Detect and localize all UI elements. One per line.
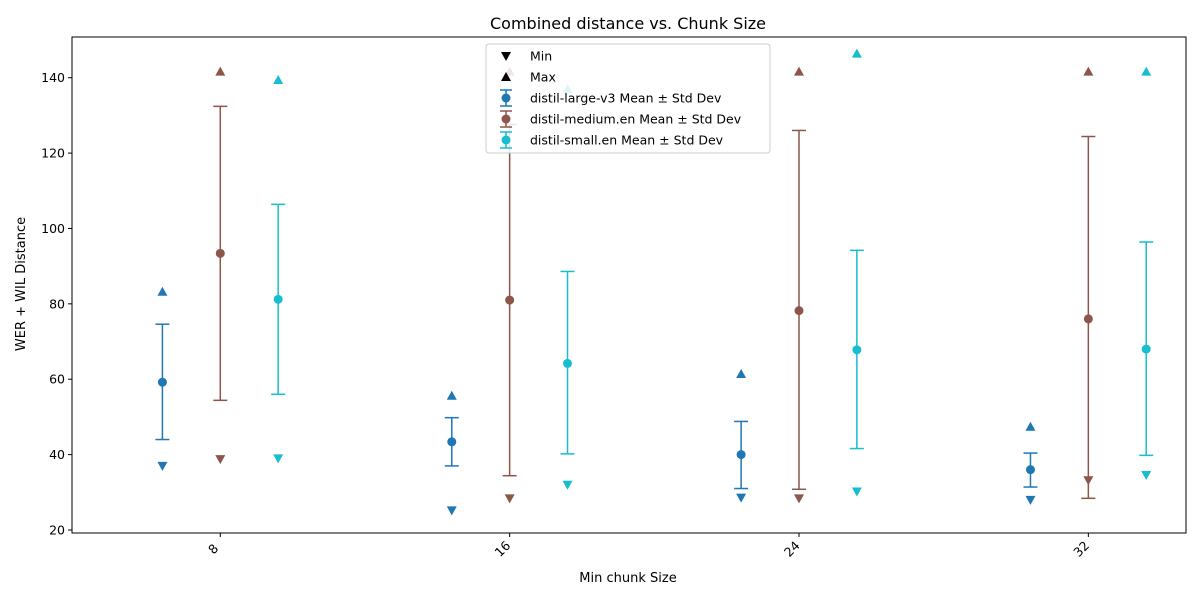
y-tick-label: 40 (49, 447, 65, 462)
legend-label: distil-medium.en Mean ± Std Dev (530, 112, 742, 127)
mean-point (1083, 314, 1093, 324)
mean-point (215, 248, 225, 258)
legend-mean-marker (501, 135, 511, 145)
mean-point (1141, 344, 1151, 354)
y-tick-label: 20 (49, 522, 65, 537)
min-marker (1141, 470, 1152, 480)
y-tick-label: 100 (41, 221, 65, 236)
max-marker (157, 286, 168, 296)
x-tick-label: 24 (781, 538, 803, 560)
x-tick-label: 16 (492, 538, 514, 560)
min-marker (273, 454, 284, 464)
mean-point (447, 437, 457, 447)
mean-point (157, 377, 167, 387)
min-marker (1025, 495, 1036, 505)
min-marker (157, 461, 168, 471)
min-marker (851, 487, 862, 497)
max-marker (446, 390, 457, 400)
legend-label: distil-small.en Mean ± Std Dev (530, 133, 724, 148)
max-marker (851, 48, 862, 58)
x-axis-label: Min chunk Size (579, 571, 676, 586)
mean-point (505, 295, 515, 305)
x-tick-label: 32 (1070, 538, 1092, 560)
max-marker (273, 74, 284, 84)
axes-frame (71, 36, 1187, 534)
y-tick-label: 60 (49, 372, 65, 387)
legend-mean-marker (501, 93, 511, 103)
max-marker (1025, 421, 1036, 431)
mean-point (794, 306, 804, 316)
max-marker (793, 66, 804, 76)
min-marker (736, 493, 747, 503)
legend-mean-marker (501, 114, 511, 124)
legend-label: Max (530, 70, 556, 85)
mean-point (1025, 465, 1035, 475)
min-marker (793, 494, 804, 504)
x-tick-label: 8 (205, 541, 221, 557)
mean-point (852, 345, 862, 355)
max-marker (736, 368, 747, 378)
min-marker (446, 506, 457, 516)
min-marker (215, 455, 226, 465)
mean-point (563, 358, 573, 368)
mean-point (273, 294, 283, 304)
y-tick-label: 80 (49, 296, 65, 311)
mean-point (736, 450, 746, 460)
plot-area: 20 40 60 80 100 120 140 8 16 24 32 (41, 36, 1187, 560)
legend-min-marker (501, 52, 511, 61)
legend-max-marker (501, 72, 511, 81)
min-marker (504, 494, 515, 504)
legend-label: distil-large-v3 Mean ± Std Dev (530, 91, 722, 106)
min-marker (1083, 476, 1094, 486)
max-marker (215, 66, 226, 76)
max-marker (1083, 66, 1094, 76)
y-axis-label: WER + WIL Distance (14, 217, 29, 351)
max-marker (1141, 66, 1152, 76)
chart-title: Combined distance vs. Chunk Size (490, 14, 766, 33)
legend-label: Min (530, 49, 552, 64)
y-tick-label: 140 (41, 70, 65, 85)
min-marker (562, 480, 573, 490)
legend-box (485, 43, 771, 154)
legend: Min Max distil-large-v3 Mean ± Std Dev dist… (485, 43, 771, 154)
y-tick-label: 120 (41, 146, 65, 161)
